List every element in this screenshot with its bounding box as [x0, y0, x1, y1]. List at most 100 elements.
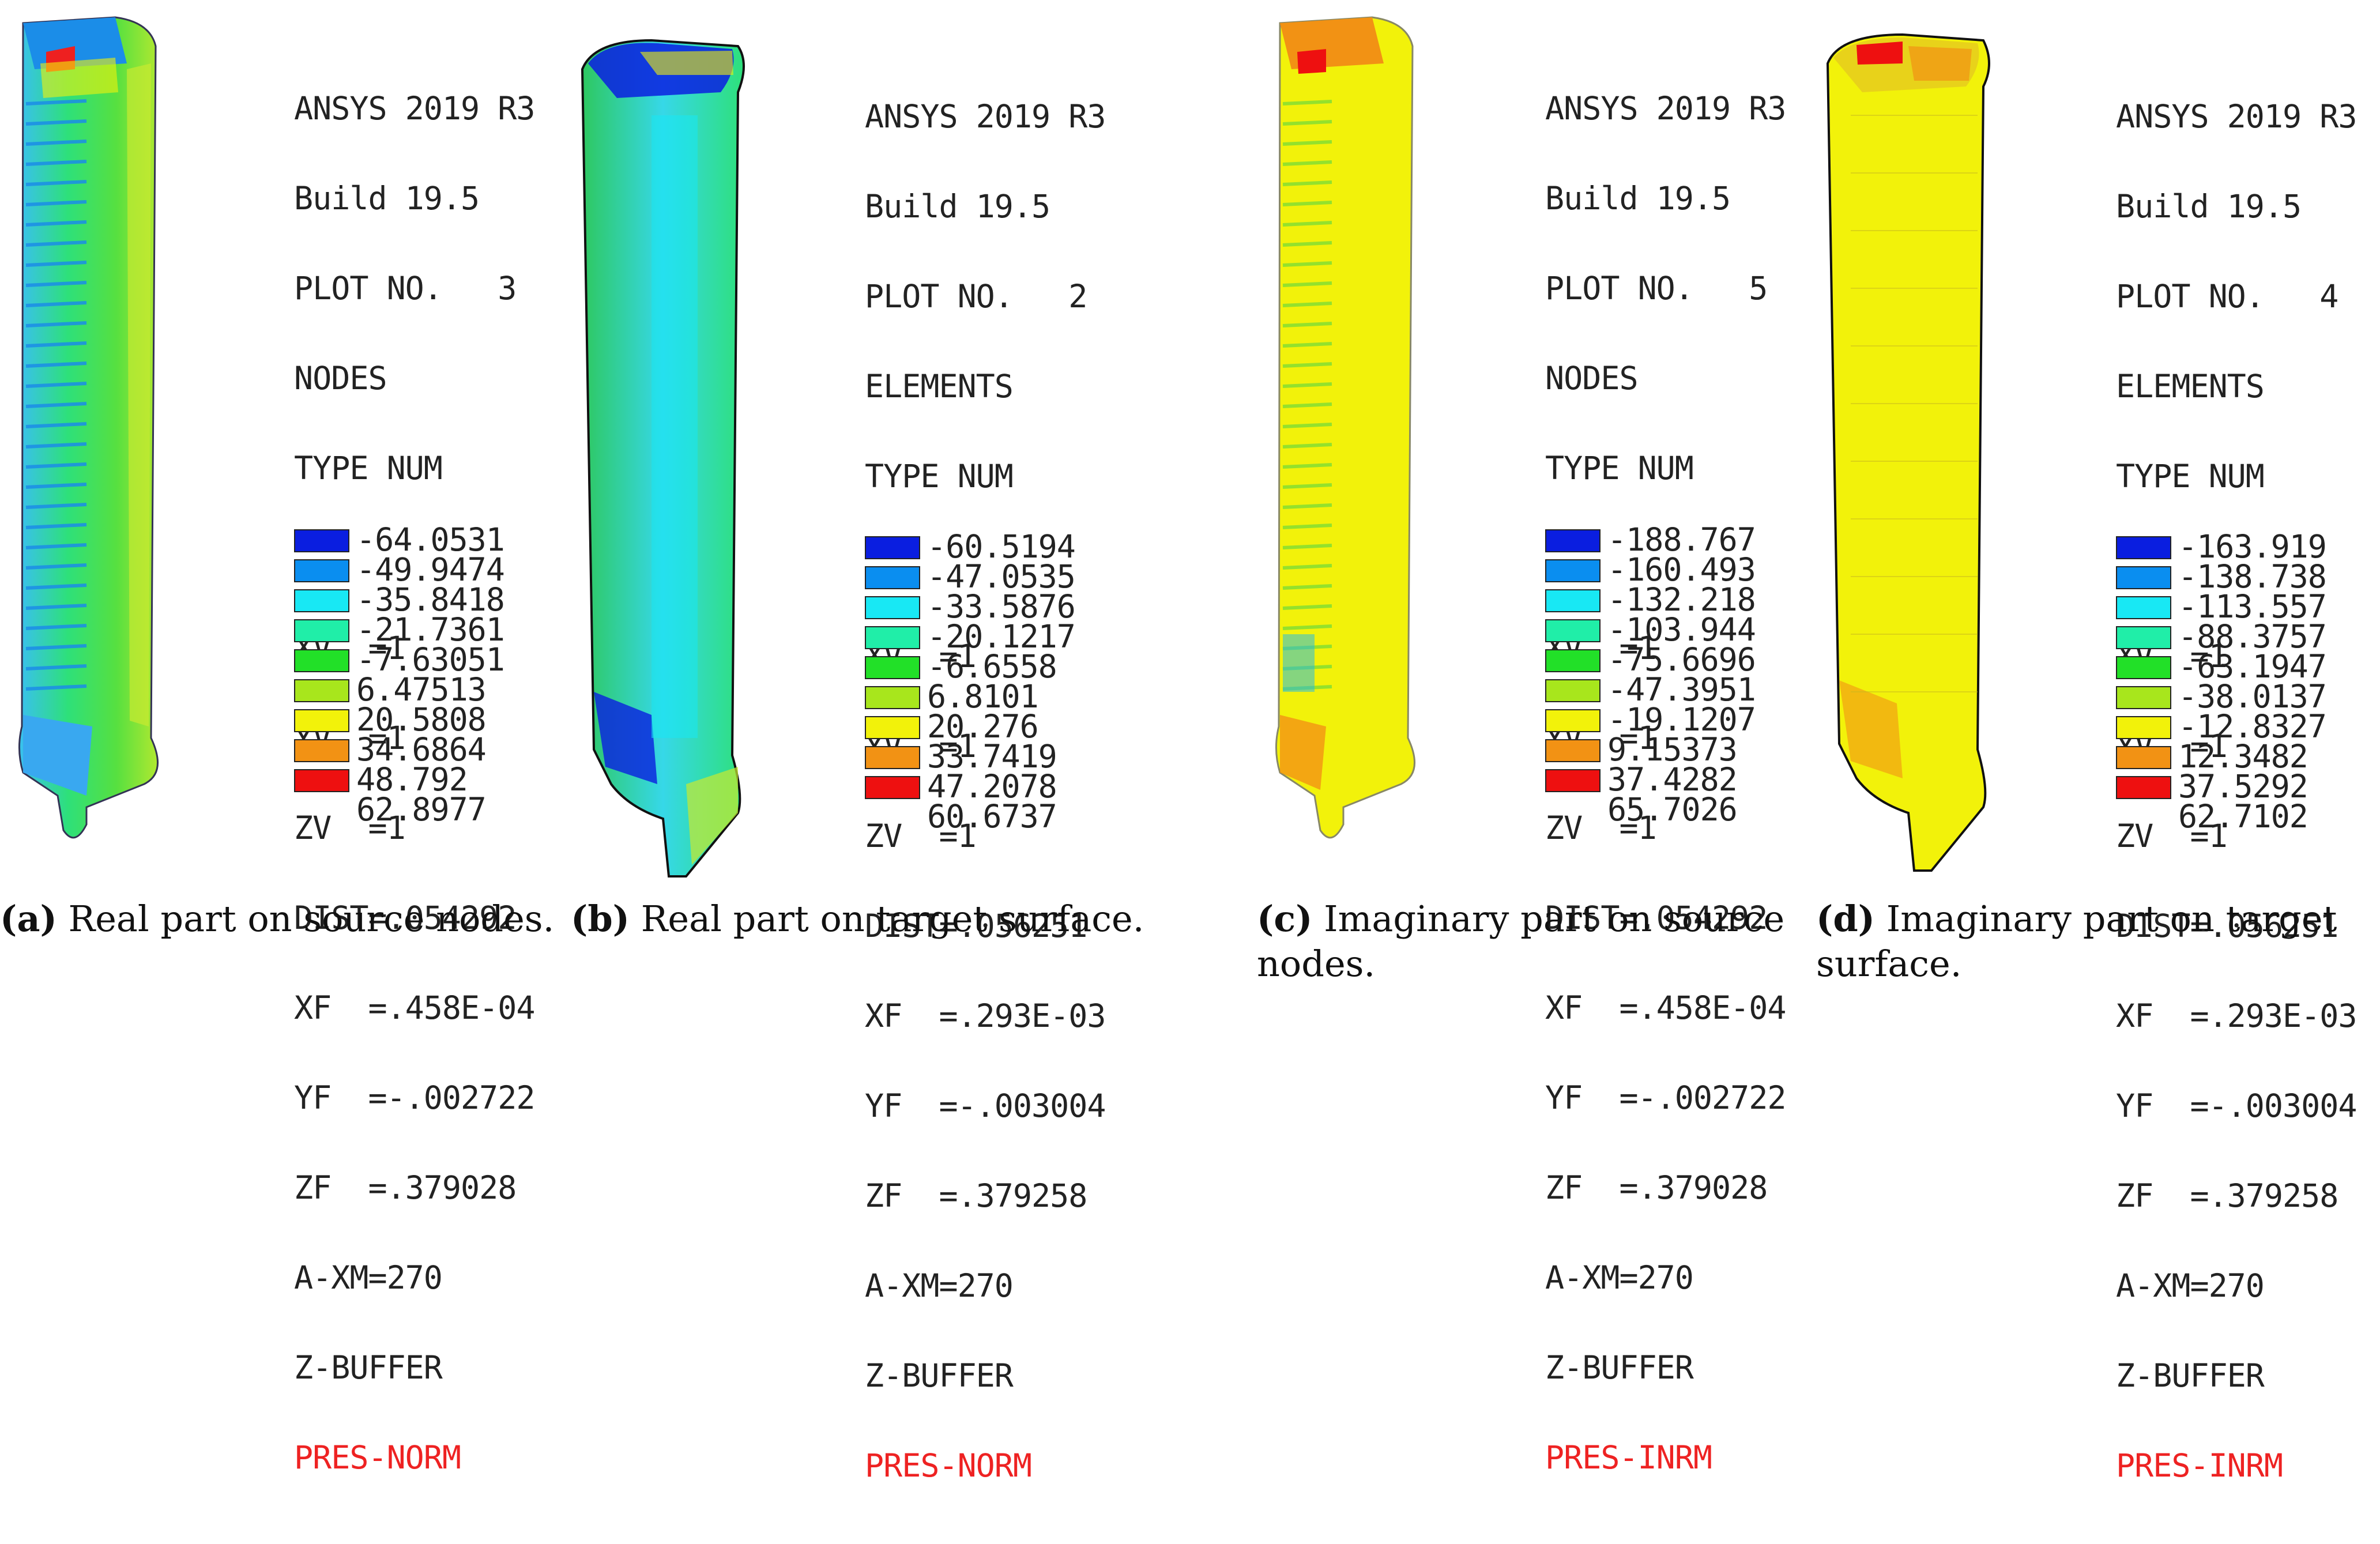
- legend-value: -103.944: [1607, 611, 1756, 648]
- legend-swatch: [294, 769, 349, 792]
- zv-value: ZV =1: [2116, 818, 2228, 854]
- axm-value: A-XM=270: [2116, 1267, 2265, 1304]
- yf-value: YF =-.003004: [2116, 1087, 2357, 1124]
- zbuffer-label: Z-BUFFER: [294, 1349, 443, 1386]
- build-number: Build 19.5: [865, 188, 1050, 225]
- caption-text: Real part on source nodes.: [57, 898, 555, 940]
- legend-value: -38.0137: [2178, 678, 2327, 715]
- legend-swatch: [865, 596, 920, 619]
- type-num: TYPE NUM: [2116, 458, 2265, 495]
- legend-value: 60.6737: [927, 798, 1057, 835]
- legend-swatch: [865, 536, 920, 559]
- legend-swatch: [1545, 529, 1601, 552]
- legend-swatch: [1545, 709, 1601, 732]
- zv-value: ZV =1: [1545, 809, 1657, 846]
- zf-value: ZF =.379028: [294, 1169, 517, 1206]
- entity-type: NODES: [294, 360, 387, 397]
- legend-value: 12.3482: [2178, 738, 2309, 775]
- yf-value: YF =-.003004: [865, 1087, 1106, 1124]
- legend-value: 65.7026: [1607, 791, 1738, 828]
- legend-swatch: [865, 566, 920, 589]
- caption-label: (b): [571, 898, 630, 940]
- legend-value: -12.8327: [2178, 708, 2327, 745]
- legend-value: -163.919: [2178, 528, 2327, 565]
- legend-value: 6.47513: [356, 671, 487, 708]
- legend-swatch: [2116, 656, 2171, 679]
- dist-value: DIST=.056251: [865, 907, 1087, 944]
- caption-label: (d): [1816, 898, 1876, 940]
- axm-value: A-XM=270: [865, 1267, 1014, 1304]
- legend-value: 6.8101: [927, 678, 1039, 715]
- legend-value: -47.0535: [927, 558, 1076, 595]
- panel-a: ANSYS 2019 R3 Build 19.5 PLOT NO. 3 NODE…: [0, 0, 577, 1474]
- zf-value: ZF =.379258: [865, 1177, 1087, 1214]
- legend-swatch: [2116, 746, 2171, 769]
- legend-swatch: [2116, 776, 2171, 799]
- legend-swatch: [2116, 686, 2171, 709]
- legend-value: 33.7419: [927, 738, 1057, 775]
- caption-b: (b) Real part on target surface.: [571, 897, 1199, 942]
- zbuffer-label: Z-BUFFER: [865, 1357, 1014, 1394]
- caption-c: (c) Imaginary part on source nodes.: [1257, 897, 1793, 986]
- legend-value: 62.8977: [356, 791, 487, 828]
- legend-value: 9.15373: [1607, 731, 1738, 768]
- legend-value: -21.7361: [356, 611, 505, 648]
- legend-value: -20.1217: [927, 618, 1076, 655]
- legend-value: 37.5292: [2178, 768, 2309, 805]
- legend-value: -60.5194: [927, 528, 1076, 565]
- caption-label: (c): [1257, 898, 1313, 940]
- zf-value: ZF =.379258: [2116, 1177, 2338, 1214]
- yf-value: YF =-.002722: [294, 1079, 535, 1116]
- legend-value: -49.9474: [356, 551, 505, 588]
- model-render-a: [18, 16, 159, 839]
- legend-value: -47.3951: [1607, 671, 1756, 708]
- legend-swatch: [1545, 739, 1601, 762]
- legend-swatch: [294, 709, 349, 732]
- zf-value: ZF =.379028: [1545, 1169, 1768, 1206]
- quantity-label: PRES-INRM: [1545, 1439, 1712, 1476]
- legend-value: -33.5876: [927, 588, 1076, 625]
- legend-value: -7.63051: [356, 641, 505, 678]
- legend-value: -132.218: [1607, 581, 1756, 618]
- dist-value: DIST=.054292: [1545, 899, 1768, 936]
- legend-swatch: [865, 686, 920, 709]
- legend-swatch: [865, 656, 920, 679]
- legend-value: 37.4282: [1607, 761, 1738, 798]
- dist-value: DIST=.054292: [294, 899, 517, 936]
- quantity-label: PRES-INRM: [2116, 1447, 2283, 1484]
- legend-value: -63.1947: [2178, 648, 2327, 685]
- plot-number: PLOT NO. 2: [865, 278, 1087, 315]
- build-number: Build 19.5: [1545, 180, 1731, 217]
- legend-swatch: [1545, 619, 1601, 642]
- legend-swatch: [294, 619, 349, 642]
- legend-swatch: [865, 746, 920, 769]
- yf-value: YF =-.002722: [1545, 1079, 1786, 1116]
- legend-swatch: [1545, 589, 1601, 612]
- panel-b: ANSYS 2019 R3 Build 19.5 PLOT NO. 2 ELEM…: [571, 0, 1205, 1482]
- legend-swatch: [1545, 679, 1601, 702]
- type-num: TYPE NUM: [865, 458, 1014, 495]
- caption-d: (d) Imaginary part on target surface.: [1816, 897, 2370, 986]
- zv-value: ZV =1: [865, 818, 977, 854]
- quantity-label: PRES-NORM: [865, 1447, 1032, 1484]
- zbuffer-label: Z-BUFFER: [1545, 1349, 1694, 1386]
- type-num: TYPE NUM: [294, 450, 443, 487]
- entity-type: ELEMENTS: [865, 368, 1014, 405]
- xf-value: XF =.458E-04: [294, 989, 535, 1026]
- legend-value: 62.7102: [2178, 798, 2309, 835]
- color-legend-d: -163.919 -138.738 -113.557 -88.3757 -63.…: [2116, 528, 2375, 835]
- caption-text: Imaginary part on target surface.: [1816, 898, 2337, 985]
- plot-number: PLOT NO. 4: [2116, 278, 2338, 315]
- legend-swatch: [294, 529, 349, 552]
- legend-swatch: [294, 739, 349, 762]
- legend-swatch: [2116, 536, 2171, 559]
- legend-value: -64.0531: [356, 521, 505, 558]
- zbuffer-label: Z-BUFFER: [2116, 1357, 2265, 1394]
- model-render-c: [1275, 16, 1415, 839]
- plot-number: PLOT NO. 3: [294, 270, 517, 307]
- legend-value: -6.6558: [927, 648, 1057, 685]
- legend-swatch: [1545, 559, 1601, 582]
- legend-swatch: [865, 626, 920, 649]
- software-version: ANSYS 2019 R3: [294, 90, 535, 127]
- type-num: TYPE NUM: [1545, 450, 1694, 487]
